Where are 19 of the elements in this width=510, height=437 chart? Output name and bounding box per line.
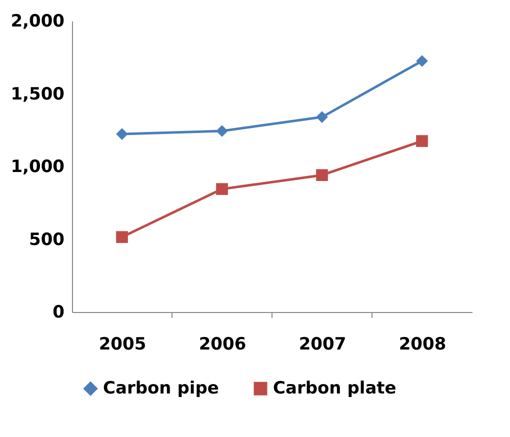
point [216, 125, 228, 137]
x-tick-label: 2006 [198, 334, 246, 354]
x-tick-label: 2007 [298, 334, 346, 354]
point [416, 55, 428, 67]
point [116, 231, 128, 243]
y-tick-label: 2,000 [10, 12, 65, 32]
y-tick-label: 0 [52, 302, 65, 322]
y-tick-label: 500 [29, 230, 65, 250]
point [316, 111, 328, 123]
y-tick-label: 1,000 [10, 157, 65, 177]
point [116, 128, 128, 140]
y-tick-label: 1,500 [10, 84, 65, 104]
point [416, 135, 428, 147]
point [316, 169, 328, 181]
x-tick-label: 2008 [398, 334, 446, 354]
point [216, 183, 228, 195]
x-tick-label: 2005 [98, 334, 146, 354]
legend-label: Carbon pipe [103, 378, 219, 399]
legend-label: Carbon plate [273, 378, 396, 399]
